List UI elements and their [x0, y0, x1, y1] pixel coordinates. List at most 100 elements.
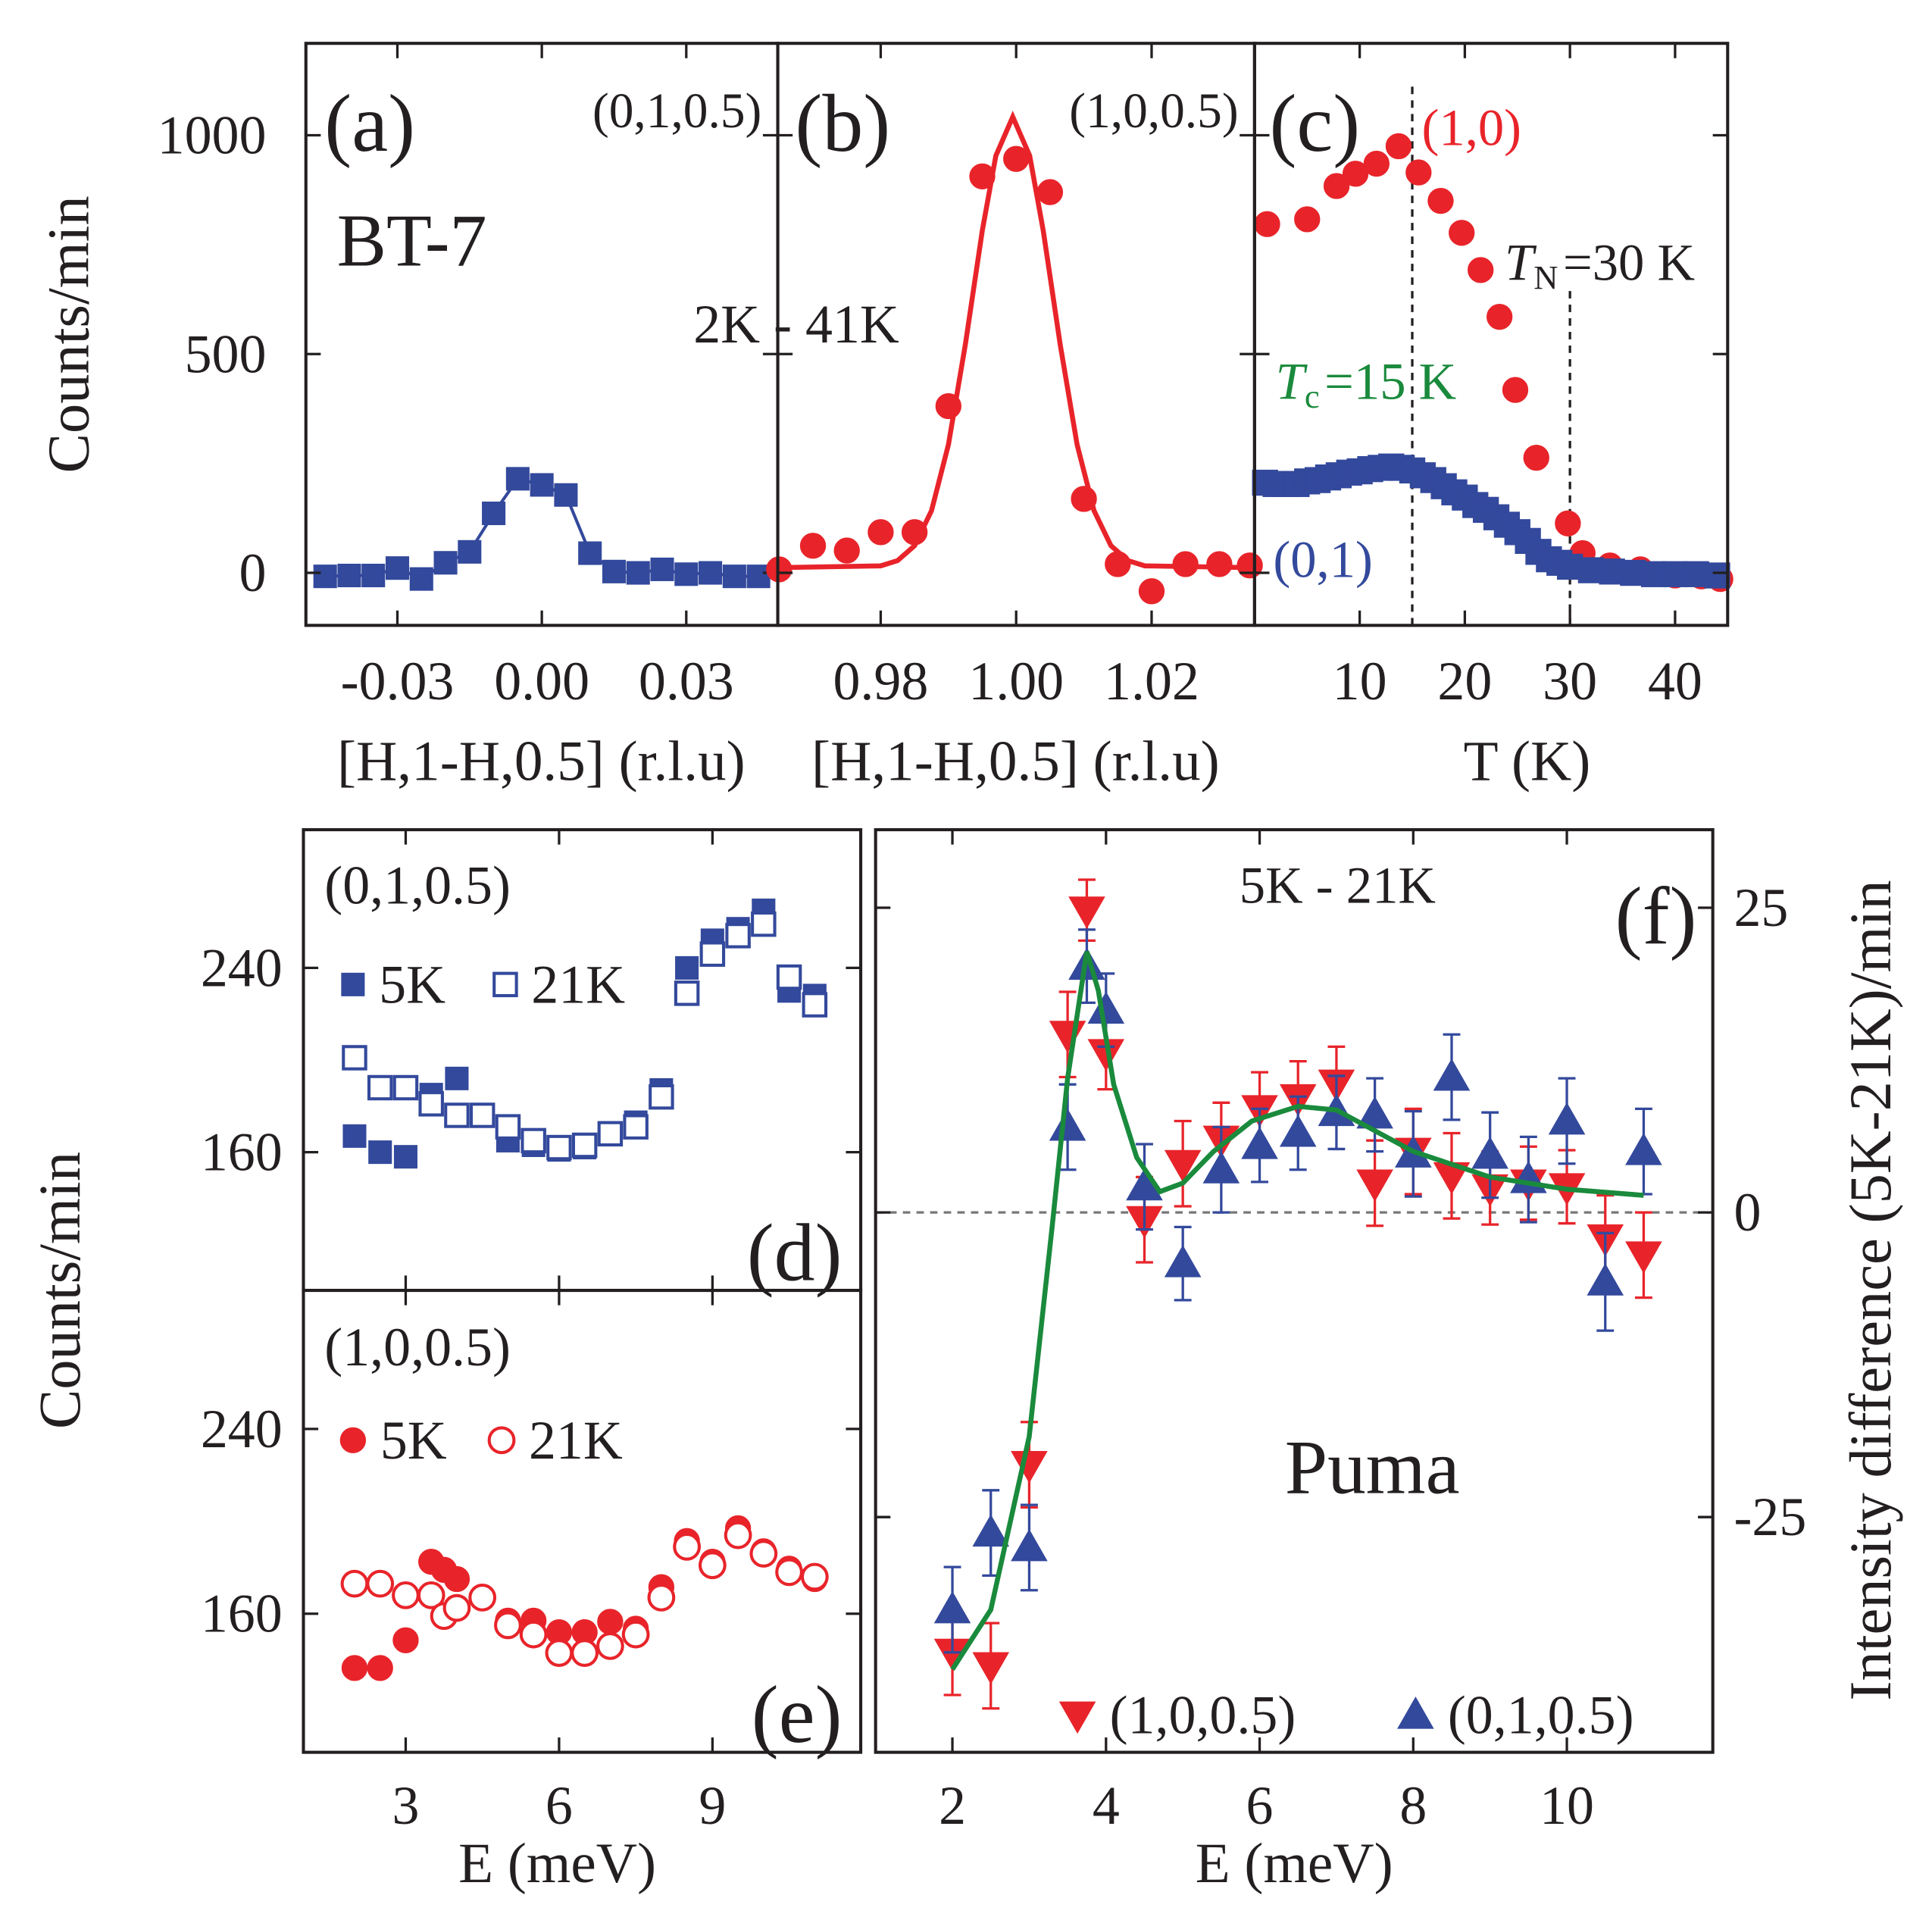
marker: [1254, 211, 1280, 237]
marker: [699, 941, 726, 967]
marker: [597, 1609, 624, 1635]
y-axis-label: Intensity difference (5K-21K)/min: [1837, 880, 1903, 1700]
marker: [444, 1102, 470, 1128]
annotation: (a): [324, 79, 415, 169]
x-tick-label: 9: [699, 1775, 726, 1836]
series-line: [779, 111, 1254, 571]
marker: [1241, 1127, 1278, 1159]
annotation-symbol: T: [1276, 352, 1308, 410]
marker: [341, 972, 365, 996]
x-tick-label: 2: [939, 1775, 966, 1836]
annotation: (f): [1615, 871, 1697, 962]
marker: [596, 1632, 624, 1660]
marker: [1356, 1169, 1393, 1202]
marker: [433, 551, 458, 575]
marker: [1087, 991, 1125, 1024]
marker: [393, 1145, 417, 1169]
plot-frame: [874, 827, 1715, 1754]
marker: [1471, 1136, 1508, 1169]
marker: [1523, 444, 1549, 471]
marker: [340, 1569, 369, 1598]
annotation: (1,0): [1422, 99, 1522, 156]
marker: [673, 1532, 702, 1561]
plot-frame: [302, 1288, 863, 1754]
marker: [505, 467, 530, 491]
marker: [392, 1627, 419, 1653]
marker: [1555, 510, 1581, 536]
legend-label: 5K: [379, 954, 445, 1015]
marker: [341, 1655, 368, 1681]
marker: [443, 1565, 470, 1593]
x-tick-label: 0.00: [494, 651, 589, 711]
legend-label: 21K: [531, 954, 625, 1015]
series-line: [950, 950, 1644, 1672]
plot-frame: [1252, 42, 1730, 627]
marker: [1049, 1108, 1086, 1141]
marker: [647, 1584, 676, 1612]
marker: [1279, 1115, 1317, 1147]
annotation: (1,0,0.5): [324, 1317, 511, 1378]
x-tick-label: 4: [1093, 1775, 1120, 1836]
y-axis-label: Counts/min: [27, 1152, 92, 1429]
marker: [933, 1590, 971, 1624]
x-tick-label: 6: [546, 1775, 573, 1836]
marker: [342, 1124, 367, 1148]
y-tick-label: 1000: [158, 105, 267, 165]
x-tick-label: 20: [1437, 651, 1492, 711]
annotation: 2K - 41K: [693, 294, 899, 355]
marker: [367, 1074, 393, 1101]
marker: [578, 541, 602, 565]
legend-label: (1,0,0.5): [1110, 1685, 1296, 1746]
marker: [409, 567, 433, 591]
marker: [468, 1584, 497, 1612]
annotation: (d): [747, 1208, 843, 1298]
x-axis-label: E (meV): [458, 1832, 656, 1895]
marker: [1625, 1133, 1662, 1165]
x-tick-label: 1.02: [1104, 651, 1199, 711]
marker: [385, 556, 410, 580]
marker: [417, 1581, 445, 1609]
marker: [597, 1121, 624, 1147]
y-tick-label: -25: [1733, 1487, 1806, 1547]
legend-label: 5K: [380, 1410, 447, 1471]
legend-label: (0,1,0.5): [1448, 1685, 1634, 1746]
marker: [392, 1074, 419, 1101]
marker: [521, 1127, 546, 1154]
x-tick-label: -0.03: [341, 651, 455, 711]
marker: [313, 564, 337, 589]
annotation: (0,1,0.5): [324, 855, 511, 916]
marker: [1011, 1451, 1048, 1484]
marker: [1202, 1151, 1240, 1184]
marker: [1502, 377, 1529, 403]
marker: [1427, 187, 1454, 214]
marker: [367, 1655, 393, 1681]
marker: [1363, 150, 1390, 177]
marker: [1587, 1263, 1624, 1296]
x-tick-label: 3: [392, 1775, 419, 1836]
x-axis-label: E (meV): [1196, 1832, 1393, 1895]
marker: [1323, 173, 1350, 199]
marker: [602, 559, 626, 583]
marker: [1036, 179, 1064, 205]
annotation: (1,0,0.5): [1069, 84, 1238, 139]
marker: [799, 533, 827, 559]
marker: [674, 980, 700, 1006]
y-tick-label: 25: [1733, 877, 1788, 938]
legend-label: 21K: [529, 1410, 623, 1471]
marker: [698, 1551, 727, 1580]
marker: [1068, 896, 1105, 929]
marker: [1164, 1245, 1202, 1277]
marker: [751, 911, 777, 937]
marker: [722, 564, 746, 589]
marker: [1105, 551, 1131, 577]
marker: [445, 1066, 469, 1090]
marker: [972, 1652, 1010, 1684]
x-tick-label: 10: [1540, 1775, 1594, 1836]
x-axis-label: [H,1-H,0.5] (r.l.u): [811, 730, 1220, 793]
marker: [1138, 578, 1165, 605]
marker: [545, 1639, 574, 1667]
y-axis-label: Counts/min: [35, 195, 101, 473]
annotation: Puma: [1285, 1425, 1460, 1510]
marker: [1342, 161, 1369, 187]
marker: [495, 1114, 521, 1140]
